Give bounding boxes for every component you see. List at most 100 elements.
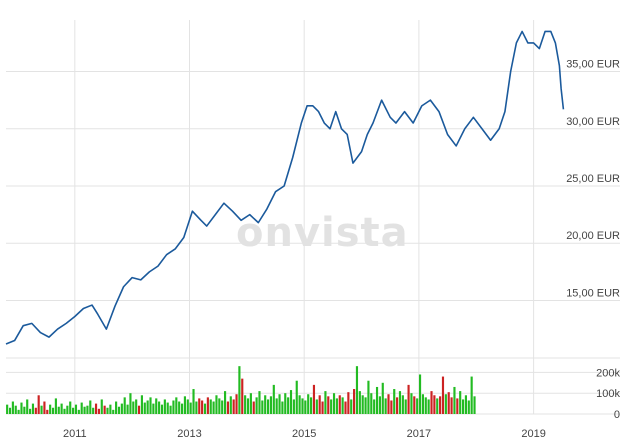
- volume-bar: [169, 405, 172, 414]
- volume-bar: [198, 398, 201, 414]
- volume-bar: [464, 395, 467, 414]
- volume-bar: [206, 397, 209, 414]
- price-tick-label: 15,00 EUR: [566, 287, 620, 299]
- volume-bar: [146, 400, 149, 414]
- volume-bar: [226, 401, 230, 414]
- volume-bar: [421, 394, 424, 414]
- volume-bar: [473, 396, 476, 414]
- volume-bar: [37, 395, 40, 414]
- volume-bar: [232, 399, 235, 414]
- volume-bar: [109, 404, 112, 414]
- volume-bar: [258, 391, 261, 414]
- volume-bar: [26, 399, 29, 414]
- volume-bar: [149, 397, 152, 414]
- volume-bar: [249, 393, 252, 414]
- volume-bar: [143, 402, 146, 414]
- volume-bar: [103, 405, 106, 414]
- price-tick-label: 25,00 EUR: [566, 173, 620, 185]
- volume-bar: [94, 403, 98, 414]
- volume-bar: [83, 406, 86, 414]
- volume-bar: [307, 394, 310, 414]
- volume-bar: [315, 399, 318, 414]
- volume-bar: [350, 399, 353, 414]
- volume-bar: [209, 399, 212, 414]
- volume-bar: [69, 401, 72, 414]
- volume-bar: [178, 401, 181, 414]
- volume-bar: [267, 399, 270, 414]
- volume-bar: [175, 397, 178, 414]
- volume-bar: [364, 397, 367, 414]
- volume-bar: [132, 401, 135, 414]
- volume-bar: [43, 401, 46, 414]
- volume-bar: [404, 399, 407, 414]
- volume-bar: [172, 400, 175, 414]
- volume-bar: [152, 403, 155, 414]
- volume-bar: [398, 391, 402, 414]
- volume-axis: 0 100k 200k: [596, 367, 620, 421]
- volume-bar: [160, 404, 164, 414]
- volume-tick-label: 200k: [596, 367, 620, 379]
- volume-bar: [272, 384, 275, 414]
- volume-bar: [418, 374, 422, 414]
- volume-bar: [137, 405, 141, 414]
- volume-bar: [221, 400, 224, 414]
- price-series: [5, 30, 565, 345]
- volume-bar: [393, 389, 396, 414]
- volume-bar: [456, 398, 459, 414]
- volume-bar: [467, 400, 470, 414]
- volume-bar: [470, 376, 473, 414]
- volume-bar: [115, 401, 118, 414]
- volume-bar: [34, 407, 37, 414]
- volume-bar: [269, 396, 273, 414]
- volume-bar: [430, 391, 433, 414]
- volume-bar: [367, 380, 370, 414]
- volume-bar: [63, 408, 66, 414]
- volume-bar: [129, 393, 132, 414]
- volume-bar: [439, 396, 442, 414]
- volume-bar: [57, 406, 60, 414]
- volume-bar: [51, 407, 55, 414]
- volume-tick-label: 100k: [596, 388, 620, 400]
- volume-bar: [378, 396, 381, 414]
- volume-bar: [120, 403, 123, 414]
- volume-bar: [347, 392, 350, 414]
- volume-bar: [387, 394, 390, 414]
- volume-bar: [332, 393, 336, 414]
- volume-bar: [413, 396, 416, 414]
- time-axis: 2011 2013 2015 2017 2019: [63, 428, 546, 440]
- volume-bar: [86, 405, 89, 414]
- volume-bar: [255, 397, 258, 414]
- volume-bar: [436, 398, 439, 414]
- volume-bar: [396, 397, 399, 414]
- volume-bar: [229, 396, 232, 414]
- volume-bar: [252, 401, 255, 414]
- volume-bar: [373, 399, 376, 414]
- volume-bar: [97, 408, 100, 414]
- volume-bar: [427, 399, 430, 414]
- volume-bar: [461, 399, 465, 414]
- volume-bar: [117, 406, 121, 414]
- volume-bar: [344, 401, 347, 414]
- volume-bar: [31, 403, 35, 414]
- volume-bar: [444, 394, 447, 414]
- volume-bar: [335, 398, 338, 414]
- volume-bar: [123, 397, 126, 414]
- volume-bar: [310, 397, 313, 414]
- volume-bar: [215, 395, 218, 414]
- volume-bar: [407, 384, 410, 414]
- volume-bar: [370, 393, 373, 414]
- volume-bar: [416, 398, 419, 414]
- volume-bar: [384, 398, 387, 414]
- volume-tick-label: 0: [614, 409, 620, 421]
- year-tick-label: 2015: [292, 428, 316, 440]
- price-tick-label: 30,00 EUR: [566, 116, 620, 128]
- volume-bar: [453, 386, 456, 414]
- volume-bar: [20, 402, 23, 414]
- volume-bar: [72, 407, 75, 414]
- volume-bar: [459, 391, 462, 414]
- volume-bar: [54, 398, 57, 414]
- volume-bar: [106, 407, 109, 414]
- volume-bar: [195, 401, 198, 414]
